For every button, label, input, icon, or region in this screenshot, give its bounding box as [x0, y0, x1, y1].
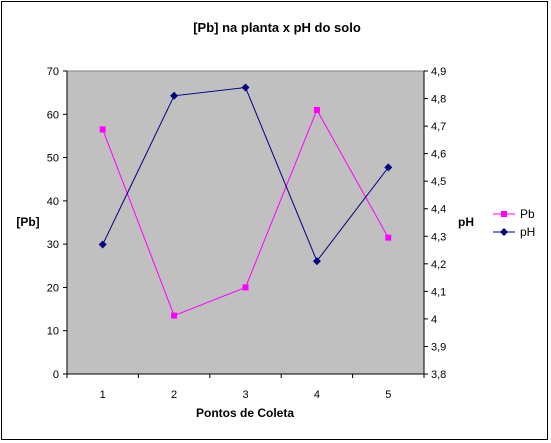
data-point-ph — [384, 163, 393, 172]
data-point-ph — [312, 257, 321, 266]
data-point-pb — [313, 106, 320, 113]
legend-label-pb: Pb — [520, 207, 535, 221]
legend-marker-ph — [500, 228, 508, 236]
right-tick-label: 4,3 — [431, 231, 446, 243]
left-tick-label: 40 — [47, 196, 59, 208]
right-tick-label: 4,2 — [431, 259, 446, 271]
right-tick-label: 4,5 — [431, 176, 446, 188]
right-tick-label: 4,7 — [431, 121, 446, 133]
x-tick-label: 1 — [100, 389, 106, 401]
chart-title: [Pb] na planta x pH do solo — [193, 20, 361, 35]
right-axis: 3,8 3,9 4 4,1 4,2 4,3 4,4 4,5 4,6 4,7 4,8 4,9 — [423, 66, 446, 381]
data-point-ph — [170, 91, 179, 100]
legend-marker-pb — [501, 211, 507, 217]
right-tick-label: 4,4 — [431, 204, 446, 216]
left-axis: 0 10 20 30 40 50 60 70 — [47, 66, 68, 381]
x-tick-label: 2 — [171, 389, 177, 401]
left-tick-label: 30 — [47, 239, 59, 251]
right-tick-label: 3,9 — [431, 341, 446, 353]
left-tick-label: 20 — [47, 282, 59, 294]
data-point-ph — [241, 83, 250, 92]
data-point-pb — [385, 234, 392, 241]
data-point-pb — [242, 284, 249, 291]
right-tick-label: 4,1 — [431, 286, 446, 298]
left-tick-label: 60 — [47, 109, 59, 121]
legend-label-ph: pH — [520, 225, 535, 239]
right-tick-label: 4,9 — [431, 66, 446, 78]
y2-axis-title: pH — [458, 215, 474, 229]
right-tick-label: 4 — [431, 314, 437, 326]
right-tick-label: 4,6 — [431, 149, 446, 161]
plot-area — [66, 70, 425, 375]
left-tick-label: 10 — [47, 326, 59, 338]
data-point-pb — [171, 312, 178, 319]
data-point-pb — [99, 126, 106, 133]
series-layer — [98, 83, 393, 319]
right-tick-label: 3,8 — [431, 369, 446, 381]
x-axis-title: Pontos de Coleta — [196, 406, 294, 420]
y-axis-title: [Pb] — [16, 215, 39, 229]
x-tick-label: 4 — [314, 389, 320, 401]
x-tick-label: 3 — [242, 389, 248, 401]
data-point-ph — [98, 240, 107, 249]
x-axis: 1 2 3 4 5 — [66, 373, 425, 401]
legend: Pb pH — [493, 207, 535, 239]
x-tick-label: 5 — [385, 389, 391, 401]
left-tick-label: 0 — [53, 369, 59, 381]
right-tick-label: 4,8 — [431, 94, 446, 106]
left-tick-label: 70 — [47, 66, 59, 78]
left-tick-label: 50 — [47, 153, 59, 165]
